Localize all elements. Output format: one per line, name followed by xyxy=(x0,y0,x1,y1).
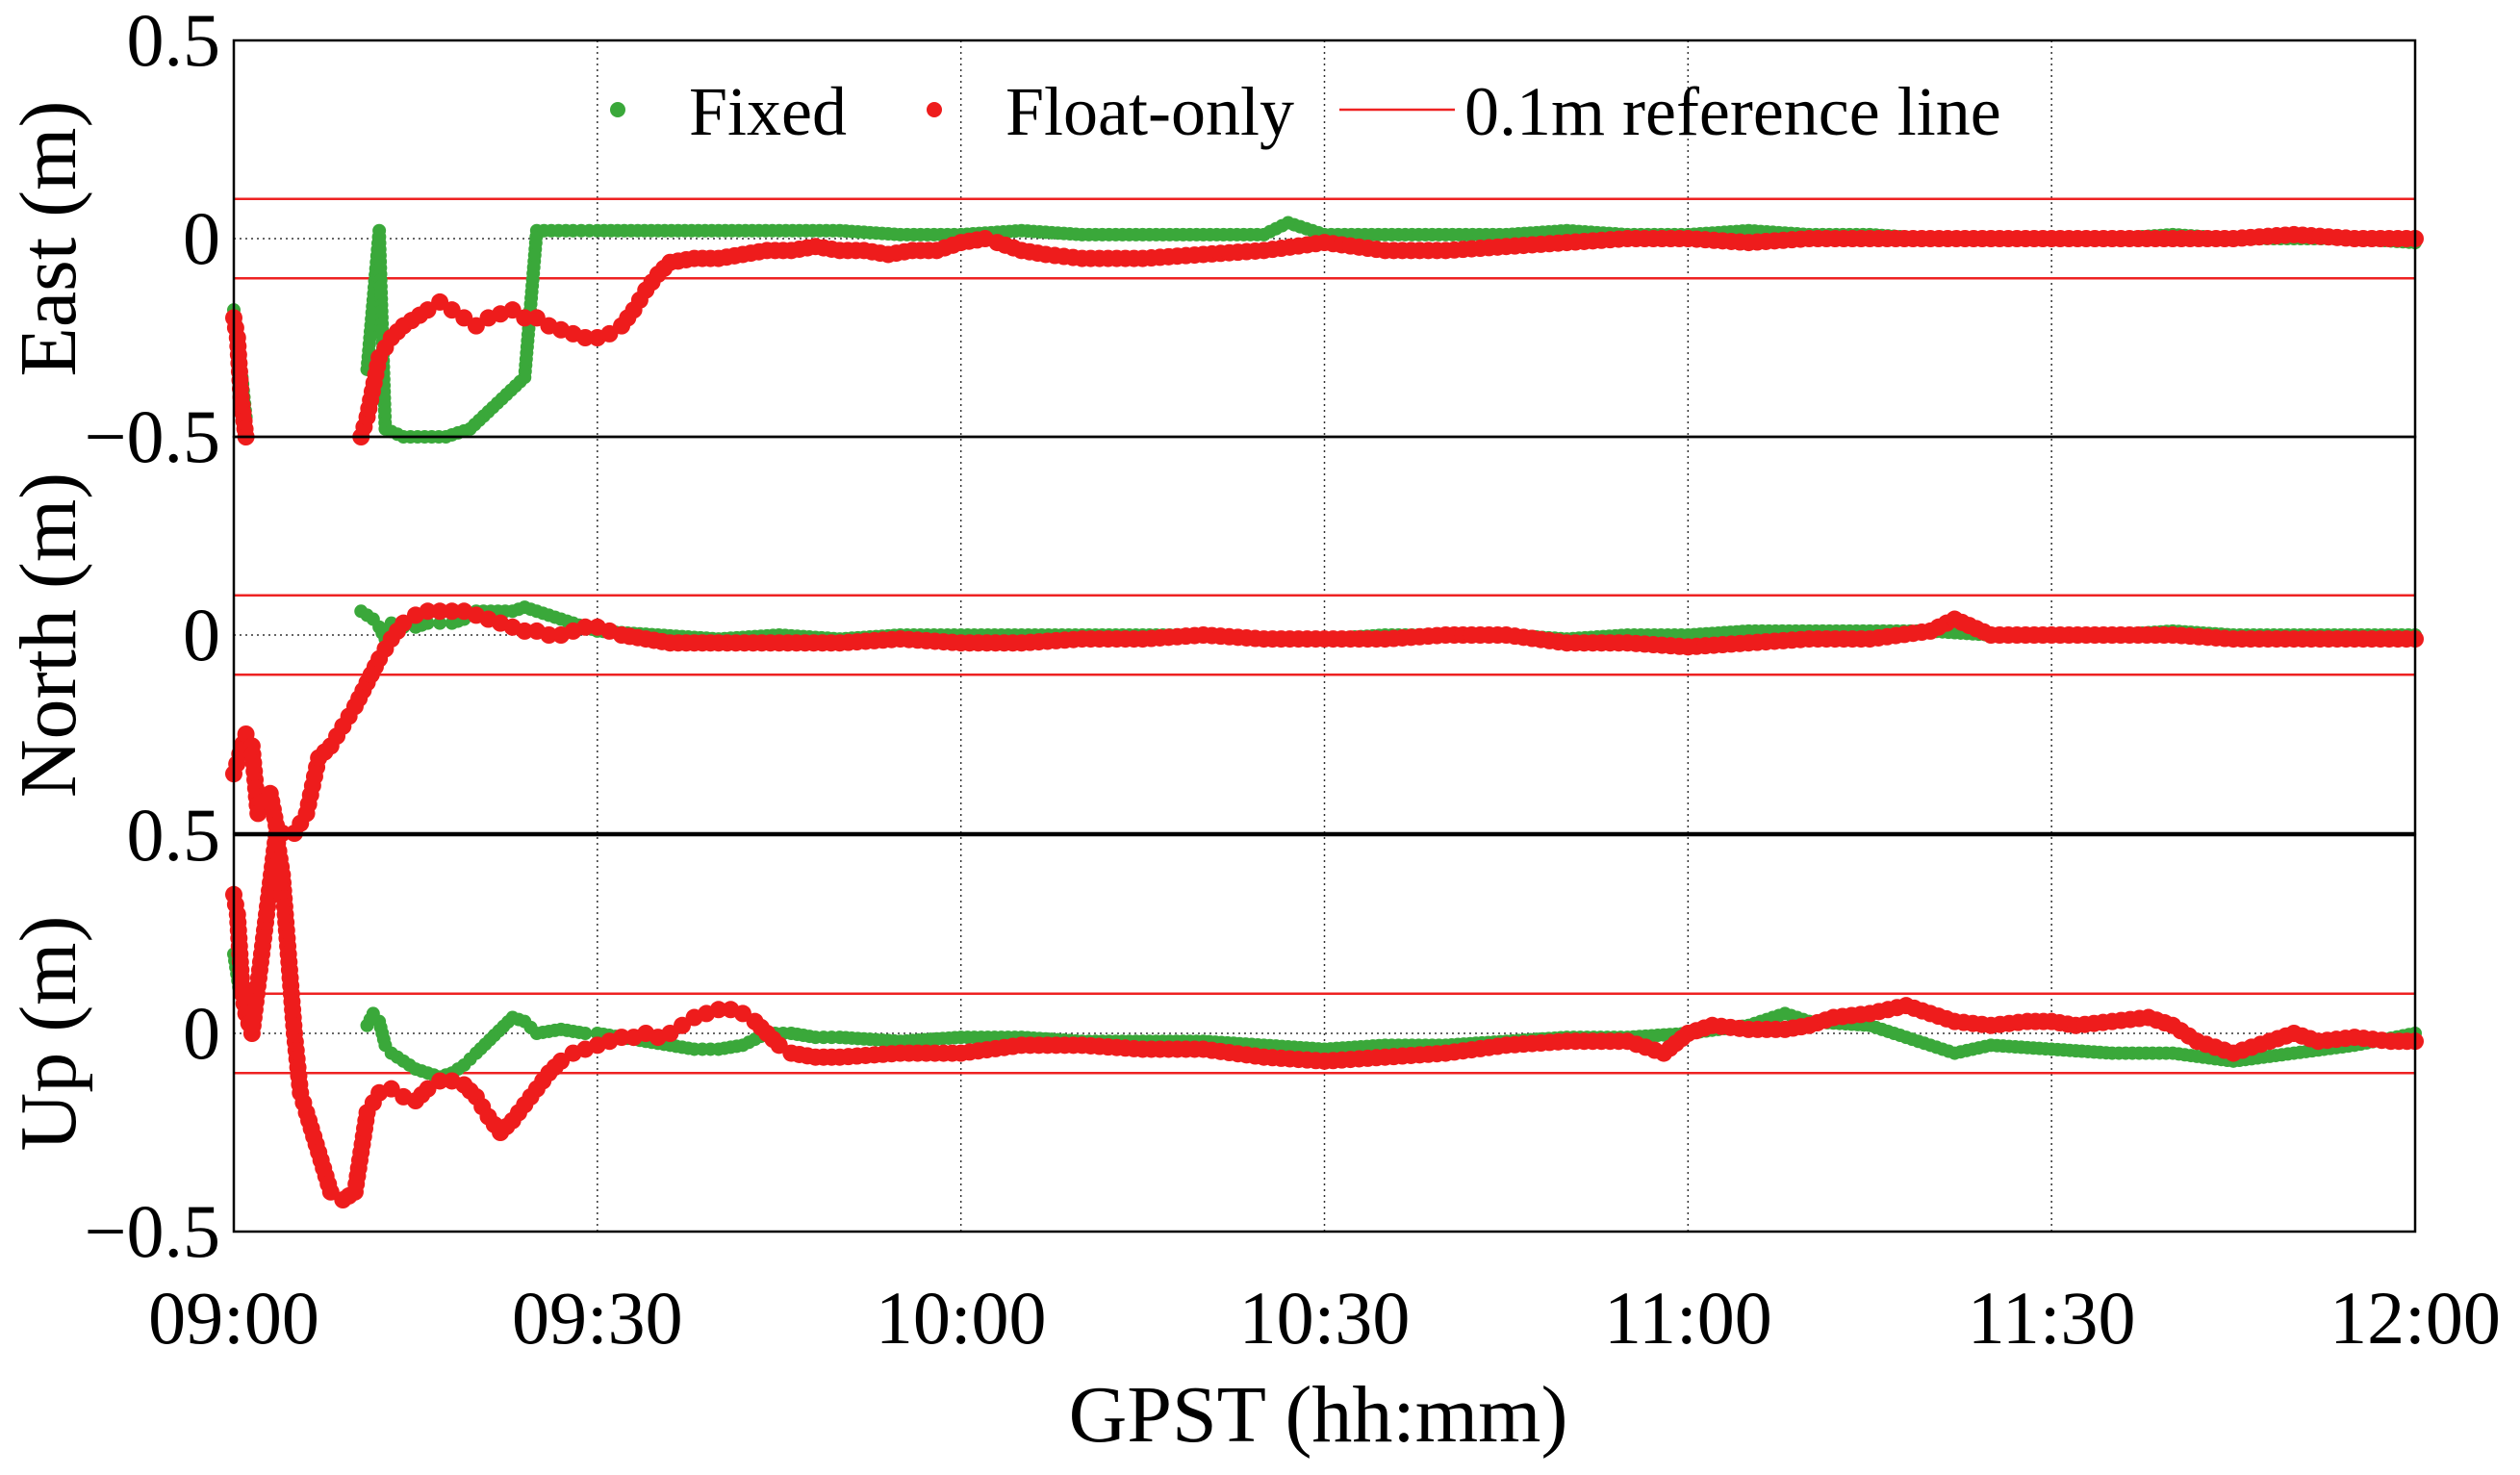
y-tick-label-up: 0 xyxy=(183,991,220,1075)
x-tick-label: 09:00 xyxy=(148,1276,319,1360)
legend-marker-fixed xyxy=(610,102,625,117)
reference-lines-layer xyxy=(234,197,2415,1075)
data-point-up-fixed xyxy=(578,1027,593,1040)
x-tick-label: 09:30 xyxy=(512,1276,683,1360)
data-point-north-float-only xyxy=(540,626,558,644)
x-axis-label: GPST (hh:mm) xyxy=(1069,1370,1568,1460)
data-point-north-float-only xyxy=(443,602,461,621)
x-tick-label: 10:30 xyxy=(1239,1276,1411,1360)
y-axis-label-up: Up (m) xyxy=(4,916,93,1152)
data-point-north-float-only xyxy=(576,618,595,636)
data-point-north-fixed xyxy=(433,616,447,630)
data-point-east-float-only xyxy=(576,329,595,346)
series-up-float-only xyxy=(225,827,2424,1209)
legend-marker-float-only xyxy=(927,102,942,117)
y-axis-label-east: East (m) xyxy=(4,101,93,377)
panel-frame-north xyxy=(232,435,2417,835)
series-north-float-only xyxy=(225,602,2424,842)
x-tick-label: 10:00 xyxy=(876,1276,1047,1360)
y-tick-label-up: −0.5 xyxy=(85,1189,221,1273)
x-tick-labels-layer: 09:00 09:30 10:00 10:30 11:00 11:30 12:00 xyxy=(148,1276,2501,1360)
legend-label-fixed: Fixed xyxy=(689,73,847,150)
series-east-float-only xyxy=(225,225,2424,445)
data-point-east-float-only xyxy=(516,309,534,327)
data-point-up-float-only xyxy=(613,1029,631,1047)
y-tick-label-east: 0.5 xyxy=(127,0,221,82)
legend-label-float-only: Float-only xyxy=(1005,73,1294,150)
y-axis-labels-layer: East (m) North (m) Up (m) xyxy=(4,101,93,1152)
data-point-up-float-only xyxy=(709,1001,727,1019)
data-point-north-float-only xyxy=(419,602,437,621)
data-point-up-float-only xyxy=(431,1072,449,1090)
x-tick-label: 11:30 xyxy=(1968,1276,2136,1360)
legend: Fixed Float-only 0.1m reference line xyxy=(610,73,2001,150)
data-point-north-fixed xyxy=(420,616,435,630)
x-tick-label: 12:00 xyxy=(2329,1276,2501,1360)
x-tick-label: 11:00 xyxy=(1604,1276,1772,1360)
y-tick-label-up: 0.5 xyxy=(127,793,221,877)
y-axis-label-north: North (m) xyxy=(4,472,93,798)
legend-label-reference-line: 0.1m reference line xyxy=(1464,73,2001,150)
data-point-north-float-only xyxy=(516,622,534,640)
y-tick-labels-layer: 0.5 0 −0.5 0 0.5 0 −0.5 xyxy=(85,0,221,1273)
panel-frames-layer xyxy=(232,38,2417,1233)
panel-frame-up xyxy=(232,833,2417,1233)
y-tick-label-north: 0 xyxy=(183,593,220,676)
y-tick-label-east: −0.5 xyxy=(85,394,221,478)
data-point-north-float-only xyxy=(431,602,449,621)
y-tick-label-east: 0 xyxy=(183,196,220,280)
